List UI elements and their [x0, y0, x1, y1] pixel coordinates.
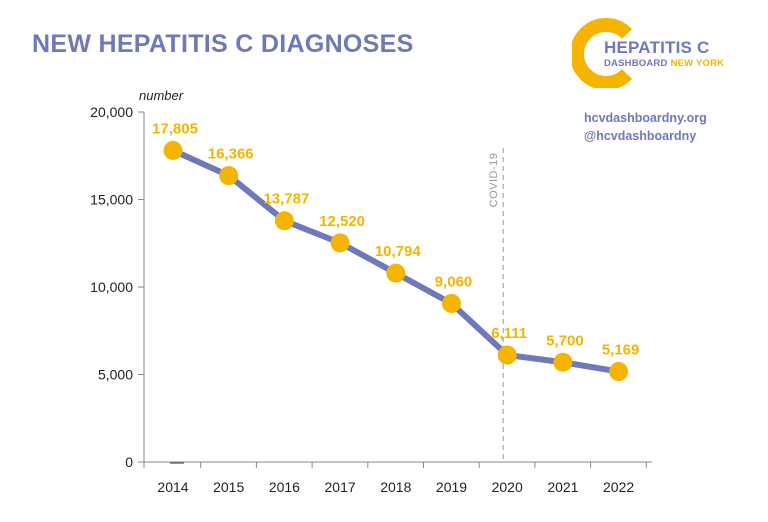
data-label-2020: 6,111 [491, 325, 527, 342]
links-block: hcvdashboardny.org @hcvdashboardny [584, 109, 707, 145]
data-label-2018: 10,794 [375, 243, 422, 260]
x-tick-label: 2017 [325, 479, 356, 495]
data-label-2019: 9,060 [435, 273, 473, 290]
data-label-2016: 13,787 [263, 191, 309, 208]
covid-annotation-label: COVID-19 [488, 153, 500, 208]
y-tick-label: 10,000 [90, 279, 133, 295]
data-point-2021[interactable] [553, 352, 573, 372]
data-label-2021: 5,700 [546, 332, 584, 349]
x-tick-label: 2019 [436, 479, 467, 495]
data-point-2022[interactable] [609, 362, 629, 382]
twitter-handle[interactable]: @hcvdashboardny [584, 129, 697, 143]
x-tick-label: 2021 [547, 479, 578, 495]
data-label-2017: 12,520 [319, 213, 365, 230]
y-tick-label: 20,000 [90, 104, 133, 120]
y-tick-label: 0 [125, 454, 133, 470]
data-point-2014[interactable] [163, 140, 183, 160]
x-tick-label: 2015 [213, 479, 244, 495]
data-label-2015: 16,366 [208, 146, 254, 163]
logo-c-icon [572, 18, 633, 88]
y-axis-unit-label: number [139, 88, 184, 103]
hepatitis-c-dashboard-logo: HEPATITIS C DASHBOARD NEW YORK [572, 16, 732, 88]
x-tick-label: 2014 [157, 479, 188, 495]
data-label-2022: 5,169 [602, 342, 640, 359]
data-point-2018[interactable] [386, 263, 406, 283]
x-tick-label: 2018 [380, 479, 411, 495]
x-tick-label: 2022 [603, 479, 634, 495]
x-tick-label: 2016 [269, 479, 300, 495]
website-link[interactable]: hcvdashboardny.org [584, 111, 707, 125]
data-label-2014: 17,805 [152, 120, 198, 137]
logo-subtitle: DASHBOARD NEW YORK [604, 58, 724, 69]
data-point-2020[interactable] [497, 345, 517, 365]
y-tick-label: 15,000 [90, 192, 133, 208]
logo-title: HEPATITIS C [604, 38, 710, 57]
data-point-2015[interactable] [219, 166, 239, 186]
chart-title: NEW HEPATITIS C DIAGNOSES [32, 30, 414, 58]
logo-new-york-text: NEW YORK [670, 58, 725, 69]
y-tick-label: 5,000 [98, 367, 133, 383]
data-point-2017[interactable] [330, 233, 350, 253]
data-point-2019[interactable] [442, 293, 461, 313]
x-tick-label: 2020 [492, 479, 523, 495]
logo-dashboard-text: DASHBOARD [604, 58, 668, 69]
data-point-2016[interactable] [274, 211, 294, 231]
